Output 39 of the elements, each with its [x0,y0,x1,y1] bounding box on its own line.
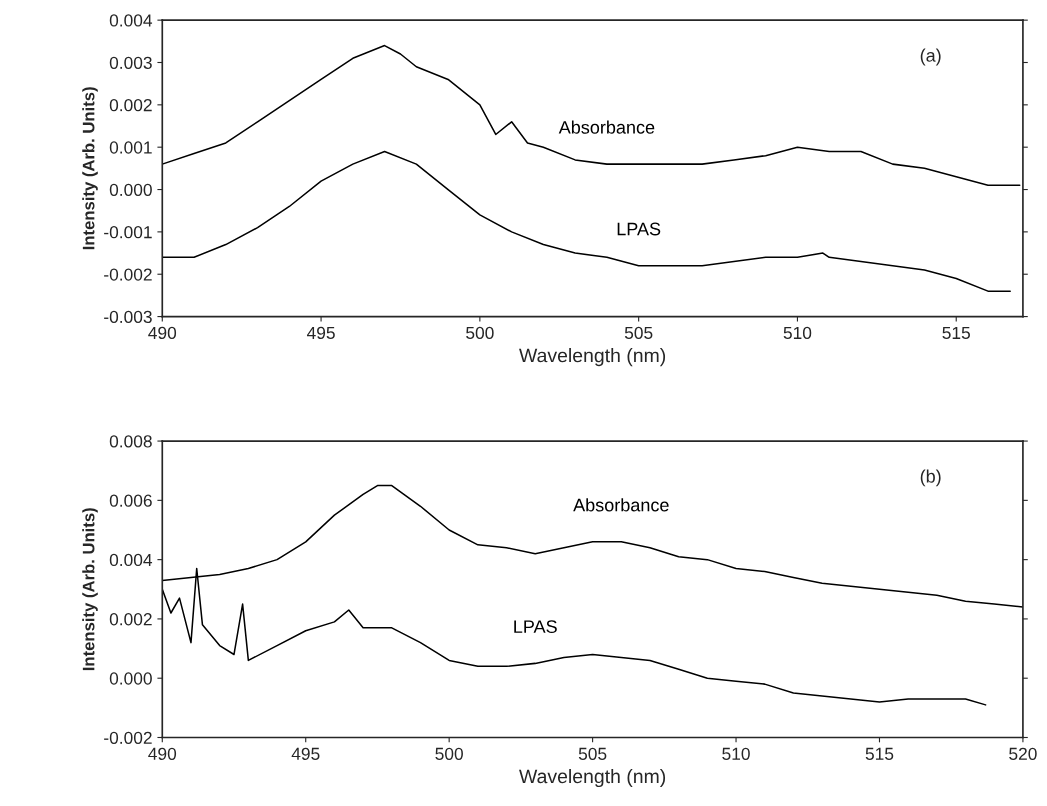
y-axis-title: Intensity (Arb. Units) [82,508,98,671]
x-tick-label: 515 [865,747,894,760]
y-tick-label: -0.002 [104,268,152,281]
x-tick-label: 490 [148,747,177,760]
x-tick-label: 500 [435,747,463,760]
x-tick-label: 495 [291,747,320,760]
series-label: LPAS [617,222,661,236]
series-label: Absorbance [573,498,669,512]
y-tick-label: 0.000 [109,672,152,685]
x-tick-label: 510 [783,326,812,340]
x-axis-title: Wavelength (nm) [519,768,666,788]
y-tick-label: -0.001 [104,226,152,239]
y-tick-label: 0.000 [109,183,152,196]
series-label: LPAS [514,620,557,634]
y-tick-label: 0.004 [109,553,153,567]
y-axis-title: Intensity (Arb. Units) [82,87,98,250]
x-tick-label: 515 [942,326,970,340]
y-tick-label: 0.003 [109,56,152,69]
line-series [162,44,1021,187]
y-tick-label: 0.008 [109,435,152,448]
y-tick-label: -0.002 [104,731,152,744]
x-tick-label: 510 [722,747,750,760]
x-tick-label: 500 [466,326,494,340]
x-tick-label: 505 [578,747,607,760]
y-tick-label: 0.002 [109,613,152,626]
y-tick-label: 0.002 [109,99,152,112]
annotation: (b) [920,469,941,487]
series-label: Absorbance [558,120,655,134]
y-tick-label: -0.003 [104,310,152,324]
x-tick-label: 490 [148,326,177,340]
y-tick-label: 0.006 [109,494,152,507]
line-series [162,150,1011,292]
x-tick-label: 505 [624,326,653,340]
x-tick-label: 495 [306,326,335,340]
y-tick-label: 0.001 [109,141,152,154]
y-tick-label: 0.004 [109,14,153,27]
x-tick-label: 520 [1009,747,1037,760]
annotation: (a) [920,48,941,66]
x-axis-title: Wavelength (nm) [519,348,666,367]
